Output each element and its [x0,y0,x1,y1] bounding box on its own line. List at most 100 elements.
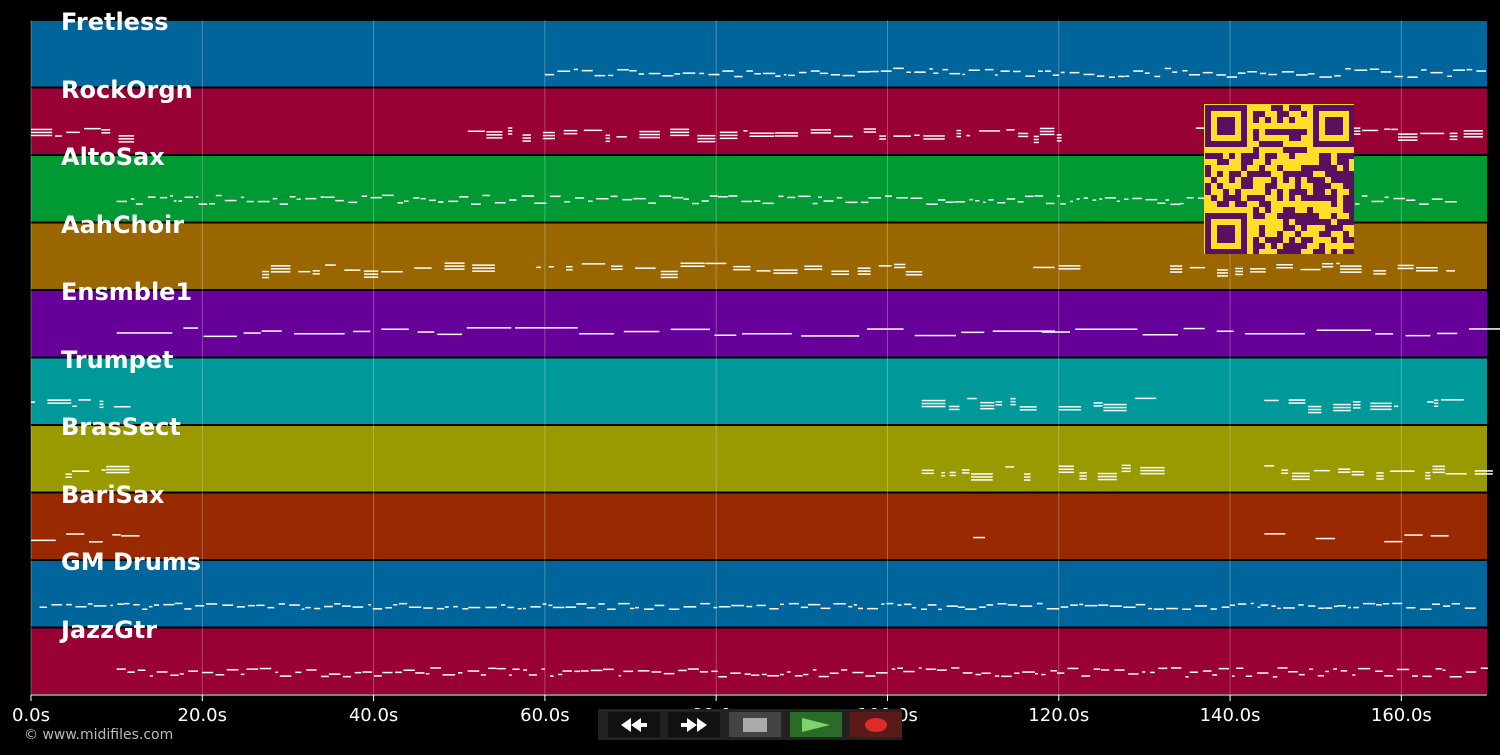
note [1425,471,1431,474]
qr-module [1331,237,1337,243]
note [995,401,1003,403]
note [93,605,107,607]
note [1142,671,1146,673]
note [573,68,578,71]
note [501,604,506,606]
note [635,267,656,269]
qr-module [1319,231,1325,237]
stop-button[interactable] [729,712,781,737]
note [743,130,748,132]
note [699,72,705,75]
note [116,200,127,203]
note [195,605,205,607]
note [926,203,938,205]
qr-module [1241,177,1247,183]
note [780,673,784,676]
note [997,603,1007,605]
note [536,266,541,269]
note [1334,75,1341,77]
note [1041,673,1046,676]
note [1463,130,1483,132]
qr-module [1265,117,1271,123]
note [101,469,106,471]
note [1376,472,1384,474]
note [1144,72,1150,74]
note [31,128,53,131]
qr-module [1343,207,1349,213]
qr-module [1241,159,1247,165]
note [1194,605,1207,607]
note [981,672,991,674]
record-button[interactable] [850,712,902,737]
fast-forward-button[interactable] [668,712,720,737]
note [382,194,394,197]
note [1281,469,1289,471]
qr-module [1349,183,1354,189]
note [1430,535,1449,537]
qr-module [1229,177,1235,183]
note [581,263,606,265]
qr-module [1349,177,1354,183]
note [1079,478,1087,480]
note [468,606,481,609]
qr-module [1235,171,1241,177]
note [836,197,843,199]
note [718,196,728,198]
note [594,74,606,77]
note [1140,472,1165,475]
note [522,134,531,136]
note [1449,138,1458,141]
note [742,333,792,335]
note [65,473,72,475]
note [957,606,965,608]
note [1420,132,1445,135]
note [1153,608,1164,610]
note [983,201,986,204]
note [921,469,934,472]
note [1037,602,1043,605]
note [1083,73,1095,76]
note [1333,403,1351,406]
qr-module [1307,165,1313,171]
qr-code-icon [1204,104,1354,254]
note [812,669,817,671]
note [1404,534,1423,536]
note [583,129,603,132]
note [206,603,218,605]
qr-module [1235,195,1241,201]
note [1019,409,1037,411]
qr-module [1349,249,1354,254]
note [1338,468,1351,470]
qr-module [1349,189,1354,195]
note [66,603,72,606]
note [1108,76,1115,78]
note [995,74,998,76]
note [1451,603,1460,605]
note [672,196,684,199]
note [417,331,435,333]
note [272,197,278,200]
play-button[interactable] [790,712,842,737]
note [1283,607,1295,609]
note [774,132,799,134]
note [1084,604,1098,607]
note [1407,76,1418,78]
note [1336,262,1340,265]
note [106,468,130,471]
tick-label: 20.0s [177,705,228,726]
note [921,472,934,475]
note [89,541,103,543]
qr-module [1349,207,1354,213]
note [1397,139,1418,141]
note [1098,604,1109,606]
note [1226,76,1238,78]
note [557,70,571,72]
note [880,70,892,72]
note [1052,74,1060,76]
note [118,138,135,140]
note [1250,602,1254,605]
rewind-button[interactable] [608,712,660,737]
qr-module [1289,105,1295,111]
note [1170,265,1183,267]
